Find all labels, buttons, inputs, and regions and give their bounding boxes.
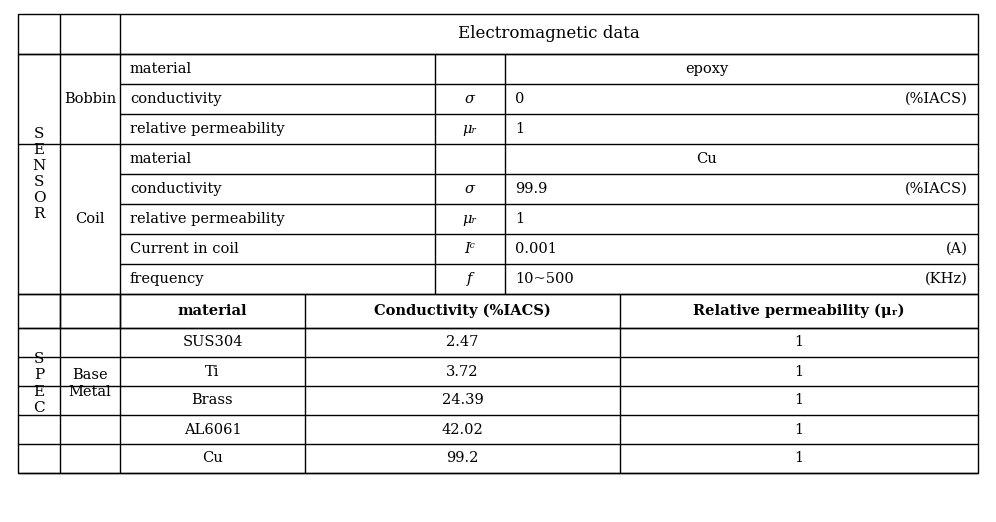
Text: 1: 1 [515,212,524,226]
Text: Current in coil: Current in coil [130,242,239,256]
Text: S
E
N
S
O
R: S E N S O R [33,126,46,221]
Text: 10~500: 10~500 [515,272,574,286]
Text: 0.001: 0.001 [515,242,557,256]
Text: conductivity: conductivity [130,182,221,196]
Text: frequency: frequency [130,272,204,286]
Text: 99.9: 99.9 [515,182,548,196]
Text: 1: 1 [795,422,804,436]
Text: relative permeability: relative permeability [130,122,285,136]
Text: relative permeability: relative permeability [130,212,285,226]
Text: Brass: Brass [191,394,233,408]
Text: AL6061: AL6061 [183,422,241,436]
Text: μᵣ: μᵣ [463,212,477,226]
Text: μᵣ: μᵣ [463,122,477,136]
Text: Relative permeability (μᵣ): Relative permeability (μᵣ) [693,304,904,318]
Text: 1: 1 [795,452,804,466]
Text: 1: 1 [515,122,524,136]
Text: (%IACS): (%IACS) [905,92,968,106]
Text: Iᶜ: Iᶜ [464,242,475,256]
Text: Conductivity (%IACS): Conductivity (%IACS) [374,304,551,318]
Text: 1: 1 [795,336,804,350]
Text: σ: σ [465,92,475,106]
Text: 0: 0 [515,92,524,106]
Text: 1: 1 [795,364,804,378]
Text: (A): (A) [946,242,968,256]
Bar [18,14,978,473]
Text: f: f [467,272,473,286]
Text: Electromagnetic data: Electromagnetic data [458,26,639,42]
Text: S
P
E
C: S P E C [33,352,45,415]
Text: Base
Metal: Base Metal [69,369,112,399]
Text: Cu: Cu [202,452,223,466]
Text: conductivity: conductivity [130,92,221,106]
Text: (%IACS): (%IACS) [905,182,968,196]
Text: Bobbin: Bobbin [64,92,117,106]
Text: 2.47: 2.47 [446,336,479,350]
Text: (KHz): (KHz) [925,272,968,286]
Text: material: material [130,152,192,166]
Text: 1: 1 [795,394,804,408]
Text: 3.72: 3.72 [446,364,479,378]
Text: 24.39: 24.39 [441,394,483,408]
Text: SUS304: SUS304 [182,336,243,350]
Text: Ti: Ti [205,364,220,378]
Text: 99.2: 99.2 [446,452,479,466]
Text: material: material [130,62,192,76]
Text: σ: σ [465,182,475,196]
Text: epoxy: epoxy [685,62,728,76]
Text: 42.02: 42.02 [441,422,483,436]
Text: material: material [177,304,247,318]
Text: Coil: Coil [76,212,105,226]
Text: Cu: Cu [696,152,717,166]
